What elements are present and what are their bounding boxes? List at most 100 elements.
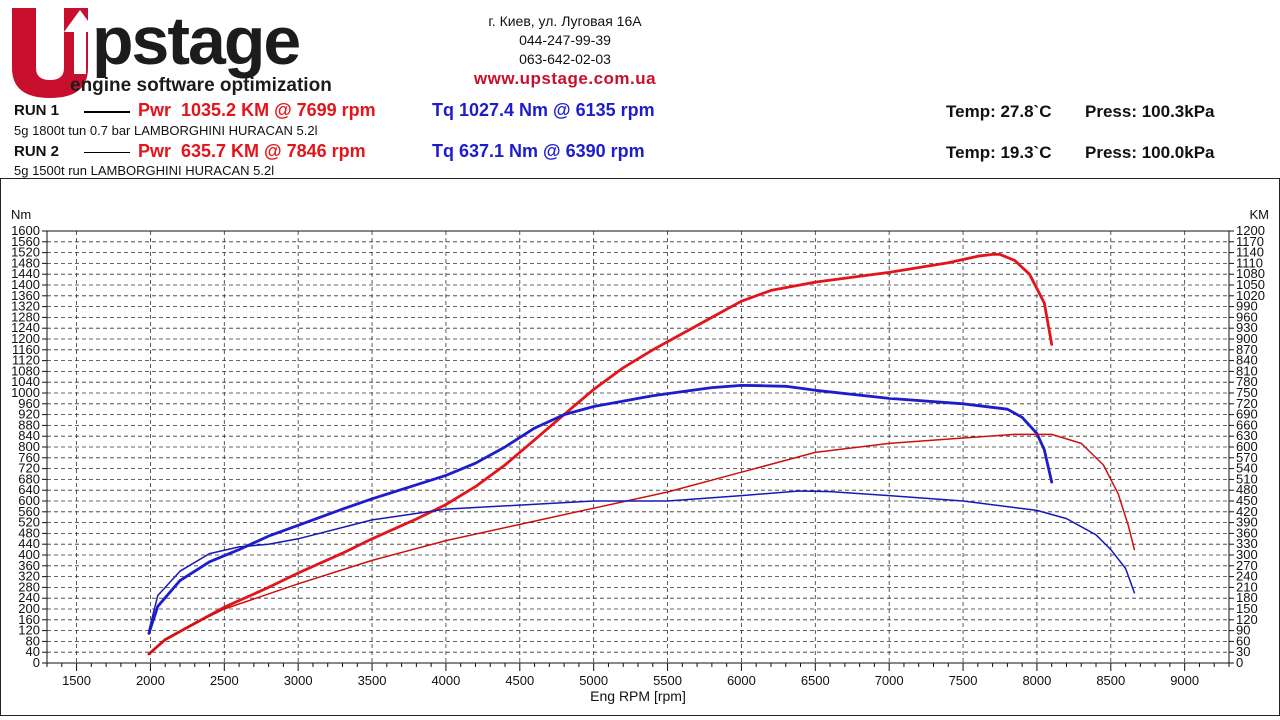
y-right-tick-label: 960 xyxy=(1236,309,1258,324)
series-1-point xyxy=(534,439,536,441)
y-left-tick-label: 1080 xyxy=(11,363,40,378)
report-header: pstage engine software optimization г. К… xyxy=(0,0,1280,180)
y-left-tick-label: 80 xyxy=(26,633,40,648)
series-4-point xyxy=(179,570,181,572)
y-right-tick-label: 210 xyxy=(1236,579,1258,594)
y-right-tick-label: 270 xyxy=(1236,558,1258,573)
run-1-temp: Temp: 27.8`C xyxy=(946,102,1052,121)
series-3-point xyxy=(740,471,743,473)
series-1-point xyxy=(415,518,417,520)
series-2-point xyxy=(962,403,964,405)
website-link[interactable]: www.upstage.com.ua xyxy=(473,69,657,88)
y-left-tick-label: 0 xyxy=(33,655,40,670)
series-1-point xyxy=(474,486,477,488)
y-left-tick-label: 1040 xyxy=(11,374,40,389)
series-4-point xyxy=(829,491,831,493)
series-1-point xyxy=(888,271,890,273)
y-left-tick-label: 640 xyxy=(18,482,40,497)
series-2-point xyxy=(1006,408,1009,410)
y-right-tick-label: 930 xyxy=(1236,320,1258,335)
series-4-point xyxy=(157,594,159,597)
series-4-point xyxy=(798,490,800,492)
y-right-tick-label: 1110 xyxy=(1236,255,1263,270)
series-2-point xyxy=(593,405,595,408)
y-right-tick-label: 660 xyxy=(1236,417,1258,432)
phone-2: 063-642-02-03 xyxy=(519,51,611,67)
y-left-tick-label: 800 xyxy=(18,439,40,454)
series-2-point xyxy=(208,561,211,563)
y-left-tick-label: 1280 xyxy=(11,309,40,324)
y-right-tick-label: 1050 xyxy=(1236,277,1265,292)
series-3-point xyxy=(593,507,595,509)
plot-area-frame xyxy=(46,230,1230,664)
y-left-tick-label: 600 xyxy=(18,493,40,508)
y-right-tick-label: 900 xyxy=(1236,331,1258,346)
series-2-point xyxy=(238,549,240,551)
y-left-tick-label: 200 xyxy=(18,601,40,616)
y-left-tick-label: 400 xyxy=(18,547,40,562)
y-right-tick-label: 690 xyxy=(1236,407,1258,422)
y-left-tick-label: 1240 xyxy=(11,320,40,335)
run-1-description: 5g 1800t tun 0.7 bar LAMBORGHINI HURACAN… xyxy=(14,123,318,138)
series-2-point xyxy=(888,397,890,399)
series-3-point xyxy=(1080,442,1082,444)
series-1-point xyxy=(223,606,225,608)
series-2-point xyxy=(474,462,477,464)
series-2-point xyxy=(148,632,150,634)
y-left-tick-label: 1560 xyxy=(11,234,40,249)
series-3-point xyxy=(445,540,447,542)
y-left-tick-label: 240 xyxy=(18,590,40,605)
y-left-tick-label: 920 xyxy=(18,407,40,422)
upstage-logo: pstage engine software optimization xyxy=(12,3,332,98)
y-right-tick-label: 510 xyxy=(1236,471,1258,486)
y-right-tick-label: 1200 xyxy=(1236,223,1265,238)
y-left-tick-label: 160 xyxy=(18,612,40,627)
y-left-tick-label: 1600 xyxy=(11,223,40,238)
x-tick-label: 3500 xyxy=(358,673,387,688)
series-1-point xyxy=(445,504,447,506)
series-2-point xyxy=(534,427,536,429)
series-2-point xyxy=(681,391,683,393)
series-3-point xyxy=(1117,493,1119,495)
series-3-point xyxy=(371,559,373,561)
y-left-tick-label: 40 xyxy=(26,644,40,659)
y-right-tick-label: 1020 xyxy=(1236,288,1265,303)
series-2-point xyxy=(445,474,447,476)
x-tick-label: 4000 xyxy=(431,673,460,688)
series-3-point xyxy=(1013,433,1015,435)
dyno-chart: 0 0 40 30 80 60 120 90 160 120 200 150 240 180 280 210 3… xyxy=(0,178,1280,716)
x-axis-label: Eng RPM [rpm] xyxy=(590,688,686,704)
series-1-point xyxy=(268,586,270,588)
y-left-tick-label: 1440 xyxy=(11,266,40,281)
series-2-point xyxy=(785,385,787,387)
series-2-point xyxy=(760,385,763,387)
y-right-tick-label: 870 xyxy=(1236,342,1258,357)
y-left-tick-label: 360 xyxy=(18,558,40,573)
series-3-point xyxy=(888,442,890,444)
y-right-tick-label: 420 xyxy=(1236,504,1258,519)
series-4-point xyxy=(148,630,150,632)
series-1-point xyxy=(999,253,1001,255)
y-left-tick-label: 1000 xyxy=(11,385,40,400)
y-left-tick-label: 1360 xyxy=(11,288,40,303)
x-tick-label: 4500 xyxy=(505,673,534,688)
y-right-tick-label: 720 xyxy=(1236,396,1258,411)
y-right-tick-label: 600 xyxy=(1236,439,1258,454)
y-left-tick-label: 840 xyxy=(18,428,40,443)
run-1-press: Press: 100.3kPa xyxy=(1085,102,1215,121)
run-2-line-swatch xyxy=(84,152,130,153)
series-2-point xyxy=(371,498,373,500)
series-2-point xyxy=(268,535,270,537)
series-4-point xyxy=(297,538,299,540)
x-tick-label: 5500 xyxy=(653,673,682,688)
y-left-tick-label: 520 xyxy=(18,515,40,530)
run-2-temp: Temp: 19.3`C xyxy=(946,143,1052,162)
series-line-2 xyxy=(147,383,1054,635)
y-right-tick-label: 780 xyxy=(1236,374,1258,389)
series-1-point xyxy=(504,464,506,466)
series-4-point xyxy=(371,519,373,521)
run-1-torque: Tq 1027.4 Nm @ 6135 rpm xyxy=(432,100,655,120)
series-1-point xyxy=(814,281,816,283)
y-right-tick-label: 360 xyxy=(1236,525,1258,540)
